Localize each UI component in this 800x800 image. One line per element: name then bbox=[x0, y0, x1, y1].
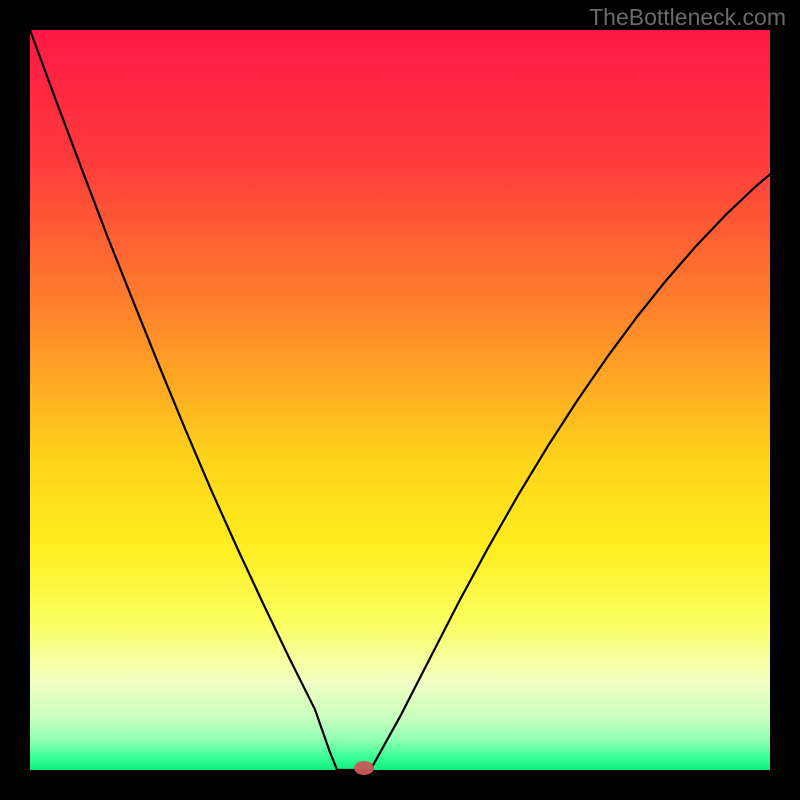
bottleneck-curve bbox=[30, 30, 770, 770]
plot-area bbox=[30, 30, 770, 770]
watermark-text: TheBottleneck.com bbox=[589, 4, 786, 31]
optimal-point-marker bbox=[354, 761, 374, 775]
